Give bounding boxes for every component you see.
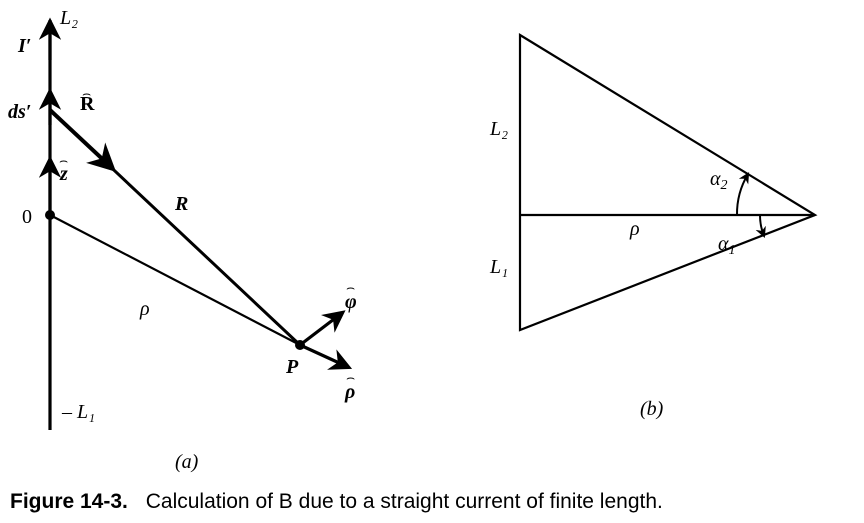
- figure-caption: Calculation of B due to a straight curre…: [146, 490, 663, 513]
- origin-label: 0: [22, 206, 32, 228]
- phi-hat-vector: [300, 313, 342, 345]
- ds-label: ds′: [8, 101, 31, 123]
- z-hat-caret: ⌢: [59, 154, 68, 169]
- I-prime-label: I′: [17, 35, 31, 57]
- neg-L1-label: – L₁: [61, 401, 95, 423]
- alpha2-arc: [737, 174, 748, 215]
- rho-label-a: ρ: [139, 298, 150, 320]
- alpha2-label: α2: [710, 168, 728, 193]
- alpha1-label: α1: [718, 233, 736, 258]
- rho-hat-caret: ⌢: [346, 371, 355, 386]
- figure-svg: L₂ I′ ds′ R ⌢ z ⌢ 0 R ρ P φ ⌢ ρ ⌢ – L₁ (…: [0, 0, 864, 523]
- L1-label-b: L₁: [489, 256, 508, 278]
- panel-a: L₂ I′ ds′ R ⌢ z ⌢ 0 R ρ P φ ⌢ ρ ⌢ – L₁ (…: [8, 7, 357, 473]
- panel-a-label: (a): [175, 451, 199, 473]
- rho-line: [50, 215, 300, 345]
- figure-page: L₂ I′ ds′ R ⌢ z ⌢ 0 R ρ P φ ⌢ ρ ⌢ – L₁ (…: [0, 0, 864, 523]
- R-hat-caret: ⌢: [82, 87, 91, 102]
- caption: Figure 14-3. Calculation of B due to a s…: [10, 490, 663, 513]
- L2-label-b: L₂: [489, 118, 508, 140]
- panel-b-label: (b): [640, 398, 664, 420]
- phi-hat-caret: ⌢: [346, 281, 355, 296]
- P-label: P: [285, 356, 299, 378]
- panel-b: L₂ L₁ ρ α2 α1 (b): [489, 35, 815, 420]
- alpha1-arc: [760, 215, 764, 236]
- rho-hat-vector: [300, 345, 348, 367]
- rho-label-b: ρ: [629, 218, 640, 240]
- R-label: R: [174, 193, 188, 215]
- figure-number: Figure 14-3.: [10, 490, 128, 513]
- triangle: [520, 35, 815, 330]
- L2-label: L₂: [59, 7, 78, 29]
